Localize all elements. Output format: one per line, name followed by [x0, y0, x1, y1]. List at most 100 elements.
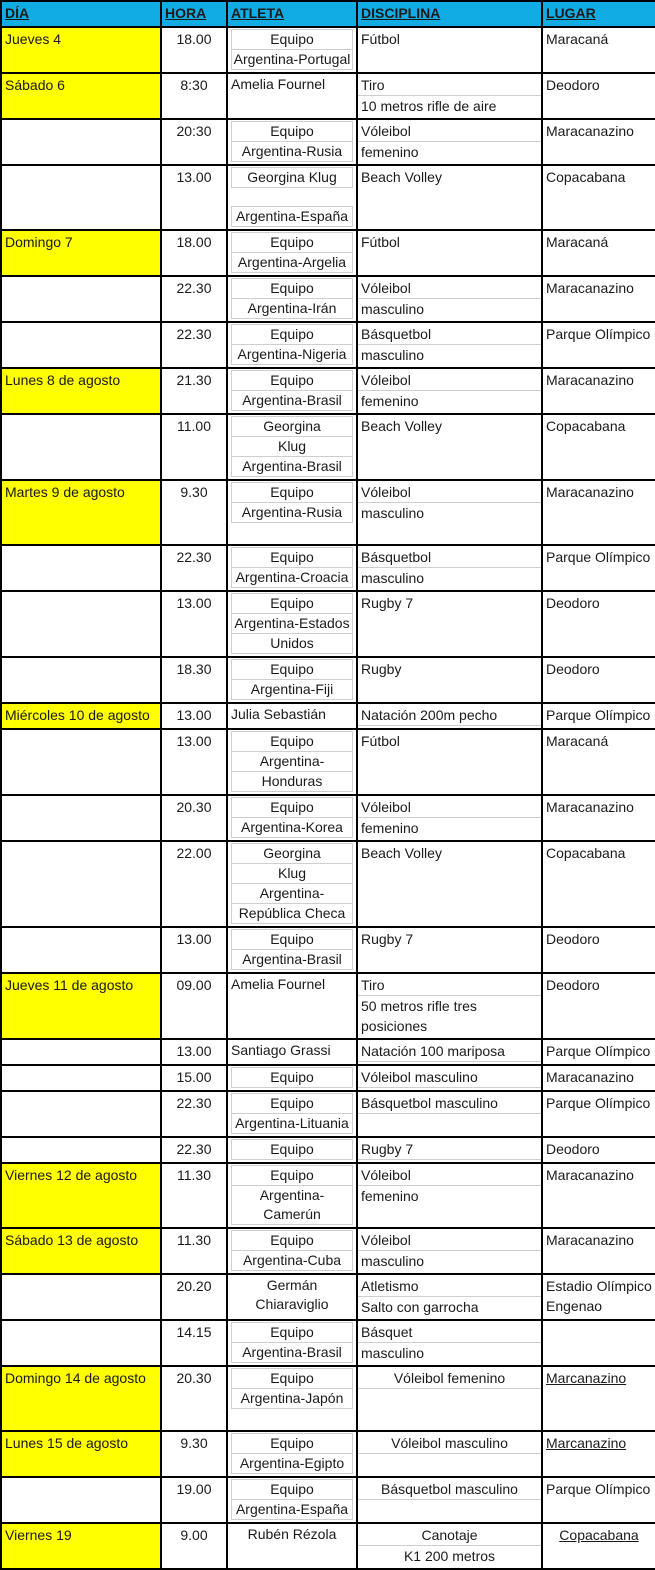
atleta-cell: Georgina Klug Argentina-Brasil: [226, 413, 358, 481]
disciplina-cell: Fútbol: [356, 229, 543, 277]
atleta-line: Honduras: [231, 771, 353, 792]
lugar-cell: Maracanazino: [541, 275, 655, 323]
lugar-line: Maracanazino: [546, 1167, 634, 1183]
atleta-line: Klug: [231, 436, 353, 457]
atleta-line: Argentina-Rusia: [231, 141, 353, 162]
disciplina-cell: Básquetbol masculino: [356, 1476, 543, 1524]
atleta-line: Santiago Grassi: [231, 1042, 331, 1058]
lugar-line: Parque Olímpico: [546, 1043, 651, 1059]
disciplina-line: masculino: [361, 1253, 425, 1269]
disciplina-cell: Básquet masculino: [356, 1319, 543, 1367]
dia-cell: [0, 590, 162, 658]
atleta-cell: Equipo Argentina-Cuba: [226, 1227, 358, 1275]
table-row: Sábado 6 8:30 Amelia Fournel Tiro 10 metros …: [0, 72, 655, 120]
hora-cell: 11.30: [160, 1162, 228, 1229]
disciplina-line: masculino: [361, 570, 425, 586]
dia-cell: Jueves 4: [0, 26, 162, 74]
table-row: Domingo 14 de agosto 20.30 Equipo Argentina…: [0, 1365, 655, 1432]
atleta-cell: Equipo Argentina-Rusia: [226, 118, 358, 166]
header-row: DÍA HORA ATLETA DISCIPLINA LUGAR: [0, 0, 655, 28]
disciplina-cell: Vóleibol femenino: [356, 1365, 543, 1432]
disciplina-line: Vóleibol: [359, 278, 540, 299]
disciplina-cell: Atletismo Salto con garrocha: [356, 1273, 543, 1321]
disciplina-cell: Vóleibol masculino: [356, 1430, 543, 1478]
disciplina-line: Básquetbol: [359, 324, 540, 345]
disciplina-line: Básquetbol masculino: [359, 1479, 540, 1500]
atleta-line: Equipo: [231, 593, 353, 614]
atleta-line: Argentina-Brasil: [231, 1342, 353, 1363]
atleta-line: Equipo: [231, 929, 353, 950]
atleta-line: Argentina-Brasil: [231, 390, 353, 411]
table-row: 13.00 Equipo Argentina-Brasil Rugby 7 Deodor…: [0, 926, 655, 974]
table-header: DÍA HORA ATLETA DISCIPLINA LUGAR: [0, 0, 655, 28]
dia-cell: Viernes 12 de agosto: [0, 1162, 162, 1229]
disciplina-line: Vóleibol: [359, 482, 540, 503]
lugar-cell: Maracanazino: [541, 479, 655, 546]
atleta-line: Equipo: [231, 1433, 353, 1454]
dia-cell: [0, 926, 162, 974]
lugar-cell: Estadio Olímpico Engenao: [541, 1273, 655, 1321]
lugar-line: Marcanazino: [546, 1435, 627, 1451]
table-row: Sábado 13 de agosto 11.30 Equipo Argentina-…: [0, 1227, 655, 1275]
atleta-line: Equipo: [231, 1368, 353, 1389]
lugar-line: Deodoro: [546, 661, 600, 677]
atleta-line: Amelia Fournel: [231, 976, 326, 992]
disciplina-line: posiciones: [361, 1018, 428, 1034]
atleta-line: Unidos: [231, 633, 353, 654]
lugar-line: Parque Olímpico: [546, 1095, 651, 1111]
hora-cell: 22.30: [160, 275, 228, 323]
hora-cell: 20.30: [160, 794, 228, 842]
atleta-cell: Equipo Argentina-Irán: [226, 275, 358, 323]
lugar-cell: Deodoro: [541, 590, 655, 658]
atleta-cell: Georgina Klug Argentina-España: [226, 164, 358, 231]
hora-cell: 9.30: [160, 1430, 228, 1478]
table-row: 13.00 Georgina Klug Argentina-España Beach …: [0, 164, 655, 231]
atleta-cell: Equipo Argentina-Lituania: [226, 1090, 358, 1138]
atleta-cell: Equipo Argentina-España: [226, 1476, 358, 1524]
hora-cell: 09.00: [160, 972, 228, 1040]
hora-cell: 13.00: [160, 702, 228, 730]
disciplina-cell: Vóleibol femenino: [356, 1162, 543, 1229]
header-atleta: ATLETA: [226, 0, 358, 28]
disciplina-line: Vóleibol: [359, 370, 540, 391]
dia-cell: [0, 840, 162, 928]
atleta-line: Argentina-Brasil: [231, 949, 353, 970]
disciplina-line: Natación 100 mariposa: [359, 1041, 540, 1062]
lugar-cell: [541, 1319, 655, 1367]
atleta-line: Chiaraviglio: [255, 1296, 329, 1312]
disciplina-cell: Vóleibol masculino: [356, 479, 543, 546]
disciplina-line: Básquet: [359, 1322, 540, 1343]
lugar-line: Estadio Olímpico: [546, 1278, 652, 1294]
disciplina-cell: Vóleibol femenino: [356, 367, 543, 415]
dia-cell: Miércoles 10 de agosto: [0, 702, 162, 730]
disciplina-line: Tiro: [359, 975, 540, 996]
lugar-line: Maracanazino: [546, 1069, 634, 1085]
hora-cell: 22.30: [160, 1090, 228, 1138]
disciplina-cell: Rugby 7: [356, 1136, 543, 1164]
atleta-line: Argentina-Brasil: [231, 456, 353, 477]
lugar-cell: Maracaná: [541, 728, 655, 796]
lugar-line: Parque Olímpico: [546, 326, 651, 342]
hora-cell: 20.30: [160, 1365, 228, 1432]
lugar-line: Parque Olímpico: [546, 707, 651, 723]
disciplina-line: Fútbol: [361, 733, 400, 749]
disciplina-cell: Básquetbol masculino: [356, 1090, 543, 1138]
disciplina-line: masculino: [361, 505, 425, 521]
disciplina-line: Vóleibol masculino: [359, 1433, 540, 1454]
disciplina-line: Beach Volley: [361, 418, 442, 434]
table-row: 22.30 Equipo Argentina-Irán Vóleibol masculi…: [0, 275, 655, 323]
disciplina-line: Rugby 7: [361, 931, 414, 947]
atleta-cell: Rubén Rézola: [226, 1522, 358, 1570]
atleta-line: Equipo: [231, 324, 353, 345]
dia-cell: Domingo 14 de agosto: [0, 1365, 162, 1432]
hora-cell: 13.00: [160, 728, 228, 796]
atleta-cell: Equipo Argentina-Argelia: [226, 229, 358, 277]
atleta-line: Equipo: [231, 797, 353, 818]
lugar-line: Maracanazino: [546, 799, 634, 815]
hora-cell: 22.30: [160, 544, 228, 592]
lugar-line: Parque Olímpico: [546, 1481, 651, 1497]
lugar-cell: Parque Olímpico: [541, 702, 655, 730]
disciplina-line: Beach Volley: [361, 169, 442, 185]
atleta-cell: Equipo Argentina-Japón: [226, 1365, 358, 1432]
disciplina-cell: Rugby: [356, 656, 543, 704]
